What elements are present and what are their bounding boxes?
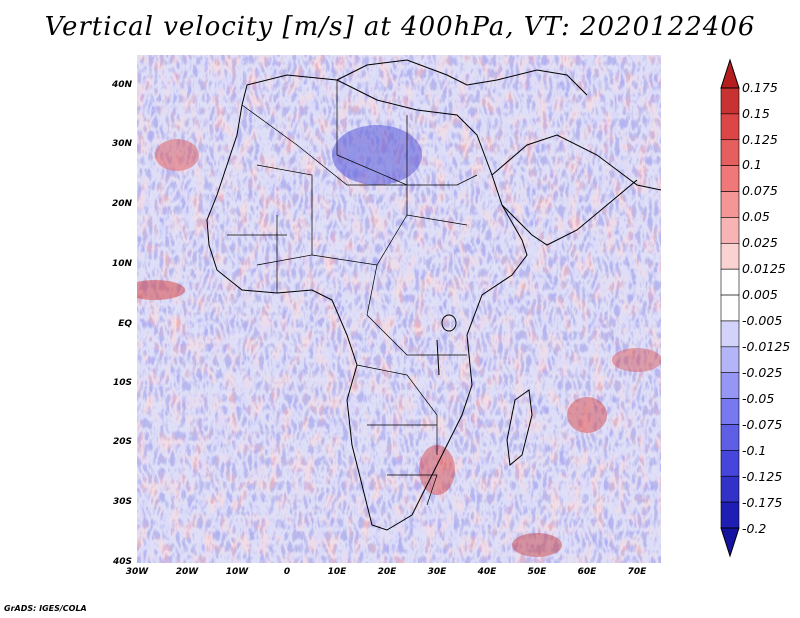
arabia-coastline bbox=[491, 134, 661, 191]
gulf-ascent-band bbox=[137, 280, 185, 300]
colorbar-segments bbox=[720, 87, 740, 529]
colorbar-label-17: -0.2 bbox=[742, 521, 767, 536]
indian-ocean-ascent bbox=[567, 397, 607, 433]
lon-label-30w: 30W bbox=[125, 567, 149, 577]
colorbar-label-4: 0.075 bbox=[742, 183, 778, 198]
colorbar-bottom-arrow bbox=[720, 527, 740, 558]
colorbar-segment bbox=[720, 113, 740, 141]
colorbar-label-16: -0.175 bbox=[742, 495, 783, 510]
colorbar-segment bbox=[720, 139, 740, 166]
colorbar-segment bbox=[720, 320, 740, 348]
colorbar-top-arrow bbox=[720, 58, 740, 89]
lon-label-20w: 20W bbox=[175, 567, 199, 577]
colorbar-label-10: -0.0125 bbox=[742, 339, 791, 354]
lon-label-10w: 10W bbox=[225, 567, 249, 577]
colorbar-label-6: 0.025 bbox=[742, 235, 778, 250]
arabian-sea-coast bbox=[501, 179, 638, 246]
lon-label-0: 0 bbox=[283, 567, 291, 577]
colorbar-label-5: 0.05 bbox=[742, 209, 770, 224]
velocity-field-map bbox=[137, 55, 661, 563]
colorbar-label-7: 0.0125 bbox=[742, 261, 786, 276]
map-panel bbox=[137, 55, 661, 563]
colorbar-label-14: -0.1 bbox=[742, 443, 767, 458]
indian-ocean-ascent-east bbox=[612, 348, 661, 372]
country-borders bbox=[227, 80, 478, 506]
colorbar-segment bbox=[720, 346, 740, 374]
colorbar-label-15: -0.125 bbox=[742, 469, 783, 484]
lat-label-40n: 40N bbox=[111, 80, 132, 90]
lat-label-10n: 10N bbox=[111, 259, 132, 269]
colorbar-segment bbox=[720, 501, 740, 529]
lon-label-30e: 30E bbox=[427, 567, 447, 577]
lon-label-40e: 40E bbox=[477, 567, 497, 577]
lat-label-20n: 20N bbox=[111, 199, 132, 209]
colorbar-label-3: 0.1 bbox=[742, 157, 762, 172]
colorbar-segment bbox=[720, 268, 740, 296]
lon-label-20e: 20E bbox=[377, 567, 397, 577]
colorbar-label-8: 0.005 bbox=[742, 287, 778, 302]
lakes bbox=[436, 314, 457, 376]
sahara-descent-region bbox=[332, 125, 422, 185]
colorbar-label-12: -0.05 bbox=[742, 391, 775, 406]
colorbar-segment bbox=[720, 242, 740, 270]
lat-label-eq: EQ bbox=[118, 319, 132, 329]
africa-coastline bbox=[206, 74, 528, 531]
colorbar-label-13: -0.075 bbox=[742, 417, 783, 432]
madagascar-coastline bbox=[506, 389, 533, 466]
lon-label-10e: 10E bbox=[327, 567, 347, 577]
atlantic-ascent-region bbox=[155, 139, 199, 171]
lat-label-30n: 30N bbox=[111, 139, 132, 149]
southern-ocean-ascent bbox=[512, 533, 562, 557]
colorbar-segment bbox=[720, 372, 740, 399]
colorbar-segment bbox=[720, 87, 740, 115]
colorbar-label-2: 0.125 bbox=[742, 132, 778, 147]
lon-label-70e: 70E bbox=[627, 567, 647, 577]
colorbar-segment bbox=[720, 294, 740, 322]
colorbar-label-9: -0.005 bbox=[742, 313, 783, 328]
lon-label-60e: 60E bbox=[577, 567, 597, 577]
lat-label-30s: 30S bbox=[112, 497, 132, 507]
lake-tanganyika bbox=[436, 339, 440, 376]
lat-label-20s: 20S bbox=[112, 437, 132, 447]
coastlines bbox=[206, 59, 661, 531]
colorbar-segment bbox=[720, 191, 740, 218]
colorbar-label-1: 0.15 bbox=[742, 106, 770, 121]
mediterranean-coast bbox=[336, 59, 588, 96]
lat-label-10s: 10S bbox=[112, 378, 132, 388]
grads-credit: GrADS: IGES/COLA bbox=[4, 604, 87, 613]
colorbar-segment bbox=[720, 165, 740, 192]
lon-label-50e: 50E bbox=[527, 567, 547, 577]
colorbar bbox=[720, 58, 740, 558]
colorbar-segment bbox=[720, 424, 740, 451]
colorbar-segment bbox=[720, 217, 740, 244]
chart-title: Vertical velocity [m/s] at 400hPa, VT: 2… bbox=[44, 12, 756, 42]
colorbar-segment bbox=[720, 475, 740, 503]
colorbar-segment bbox=[720, 398, 740, 425]
colorbar-label-0: 0.175 bbox=[742, 80, 778, 95]
colorbar-label-11: -0.025 bbox=[742, 365, 783, 380]
lake-victoria bbox=[441, 314, 457, 332]
colorbar-segment bbox=[720, 450, 740, 477]
lat-label-40s: 40S bbox=[112, 557, 132, 567]
